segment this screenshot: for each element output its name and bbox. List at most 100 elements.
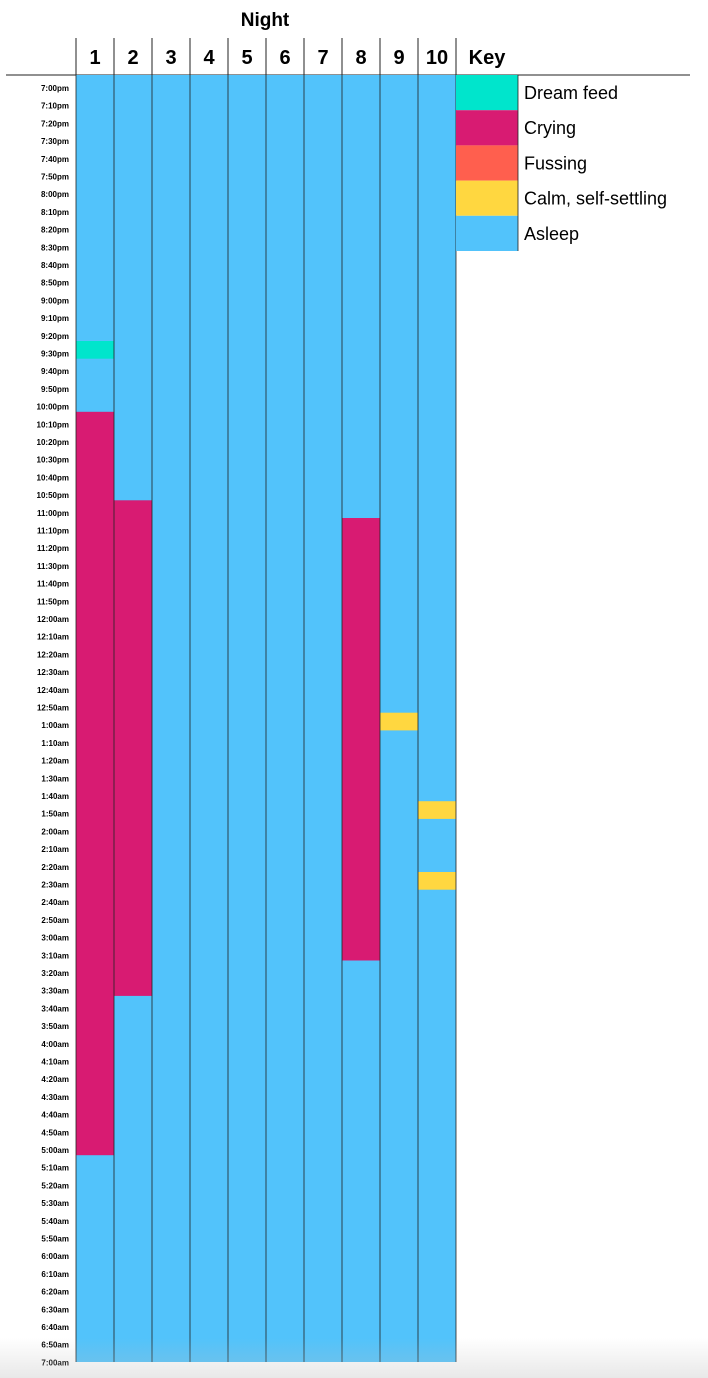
time-label: 1:00am <box>41 721 69 730</box>
time-label: 7:00am <box>41 1358 69 1367</box>
time-label: 1:40am <box>41 792 69 801</box>
night-6-asleep-bar <box>266 75 304 1362</box>
night-6-label: 6 <box>279 47 290 69</box>
time-label: 3:50am <box>41 1022 69 1031</box>
time-label: 2:00am <box>41 827 69 836</box>
time-label: 6:30am <box>41 1305 69 1314</box>
time-label: 8:20pm <box>41 226 69 235</box>
time-label: 12:50am <box>37 704 69 713</box>
legend-label: Fussing <box>524 153 587 173</box>
time-label: 10:40pm <box>37 473 69 482</box>
time-label: 8:40pm <box>41 261 69 270</box>
night-2-crying-bar <box>114 500 152 996</box>
time-label: 10:30pm <box>37 456 69 465</box>
time-label: 4:30am <box>41 1093 69 1102</box>
legend-label: Calm, self-settling <box>524 189 667 209</box>
time-label: 9:20pm <box>41 332 69 341</box>
time-label: 12:30am <box>37 668 69 677</box>
time-label: 8:10pm <box>41 208 69 217</box>
time-label: 5:10am <box>41 1164 69 1173</box>
time-label: 11:00pm <box>37 509 69 518</box>
time-label: 5:40am <box>41 1217 69 1226</box>
time-label: 1:10am <box>41 739 69 748</box>
night-7-asleep-bar <box>304 75 342 1362</box>
time-label: 2:30am <box>41 881 69 890</box>
night-4-asleep-bar <box>190 75 228 1362</box>
time-label: 7:30pm <box>41 137 69 146</box>
night-3-asleep-bar <box>152 75 190 1362</box>
time-label: 2:20am <box>41 863 69 872</box>
night-1-dream-feed-bar <box>76 341 114 359</box>
night-10-calm-self-settling-bar <box>418 801 456 819</box>
time-label: 7:00pm <box>41 84 69 93</box>
night-8-label: 8 <box>355 47 366 69</box>
night-9-calm-self-settling-bar <box>380 712 418 731</box>
night-1-label: 1 <box>89 47 100 69</box>
legend-swatch-asleep <box>456 215 518 251</box>
time-label: 8:00pm <box>41 190 69 199</box>
night-9-label: 9 <box>393 47 404 69</box>
time-label: 12:40am <box>37 686 69 695</box>
time-label: 9:50pm <box>41 385 69 394</box>
night-1-crying-bar <box>76 411 114 1156</box>
time-label: 12:20am <box>37 650 69 659</box>
time-label: 12:10am <box>37 633 69 642</box>
time-label: 1:50am <box>41 810 69 819</box>
time-label: 5:00am <box>41 1146 69 1155</box>
time-label: 11:40pm <box>37 580 69 589</box>
night-7-label: 7 <box>317 47 328 69</box>
time-label: 3:10am <box>41 951 69 960</box>
time-label: 2:10am <box>41 845 69 854</box>
time-label: 8:30pm <box>41 243 69 252</box>
time-label: 9:30pm <box>41 350 69 359</box>
time-label: 5:30am <box>41 1199 69 1208</box>
time-label: 4:20am <box>41 1075 69 1084</box>
time-label: 5:20am <box>41 1181 69 1190</box>
time-label: 7:20pm <box>41 119 69 128</box>
legend-label: Crying <box>524 118 576 138</box>
night-2-label: 2 <box>127 47 138 69</box>
legend-swatch-dream-feed <box>456 75 518 111</box>
time-label: 11:10pm <box>37 527 69 536</box>
time-label: 8:50pm <box>41 279 69 288</box>
time-label: 9:40pm <box>41 367 69 376</box>
night-10-label: 10 <box>426 47 448 69</box>
time-label: 6:20am <box>41 1288 69 1297</box>
time-label: 11:20pm <box>37 544 69 553</box>
time-label: 3:40am <box>41 1004 69 1013</box>
key-header: Key <box>469 47 507 69</box>
time-label: 12:00am <box>37 615 69 624</box>
night-5-label: 5 <box>241 47 252 69</box>
night-10-calm-self-settling-bar <box>418 872 456 890</box>
time-label: 2:50am <box>41 916 69 925</box>
time-label: 3:30am <box>41 987 69 996</box>
chart-title: Night <box>241 10 290 31</box>
time-label: 9:00pm <box>41 296 69 305</box>
night-8-crying-bar <box>342 518 380 961</box>
time-label: 7:40pm <box>41 155 69 164</box>
time-label: 7:50pm <box>41 173 69 182</box>
time-label: 9:10pm <box>41 314 69 323</box>
night-3-label: 3 <box>165 47 176 69</box>
time-label: 10:10pm <box>37 420 69 429</box>
time-label: 5:50am <box>41 1235 69 1244</box>
night-5-asleep-bar <box>228 75 266 1362</box>
time-label: 6:40am <box>41 1323 69 1332</box>
time-label: 11:30pm <box>37 562 69 571</box>
time-label: 6:50am <box>41 1341 69 1350</box>
legend-label: Asleep <box>524 224 579 244</box>
time-label: 6:00am <box>41 1252 69 1261</box>
legend-swatch-fussing <box>456 145 518 181</box>
time-label: 4:50am <box>41 1128 69 1137</box>
time-label: 3:00am <box>41 934 69 943</box>
time-label: 10:50pm <box>37 491 69 500</box>
time-label: 11:50pm <box>37 597 69 606</box>
night-10-asleep-bar <box>418 75 456 1362</box>
time-label: 10:20pm <box>37 438 69 447</box>
time-label: 6:10am <box>41 1270 69 1279</box>
night-4-label: 4 <box>203 47 215 69</box>
time-label: 10:00pm <box>37 403 69 412</box>
time-label: 4:00am <box>41 1040 69 1049</box>
time-label: 4:40am <box>41 1111 69 1120</box>
